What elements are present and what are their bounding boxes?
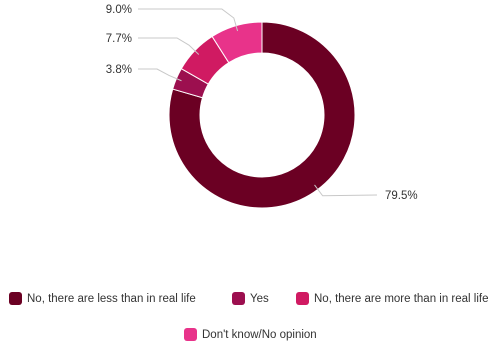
leader-line-dont-know [138,8,239,32]
leader-line-yes [138,68,182,82]
data-label-dont-know: 9.0% [106,4,132,16]
leader-line-more [138,37,200,55]
label-leader-lines [138,8,378,197]
data-label-less: 79.5% [385,190,418,202]
donut-slices [168,21,356,209]
leader-line-less [314,184,378,197]
data-labels: 79.5% 3.8% 7.7% 9.0% [106,4,418,202]
data-label-yes: 3.8% [106,64,132,76]
slice-dont-know[interactable] [211,21,263,64]
data-label-more: 7.7% [106,33,132,45]
slice-less[interactable] [168,21,356,209]
